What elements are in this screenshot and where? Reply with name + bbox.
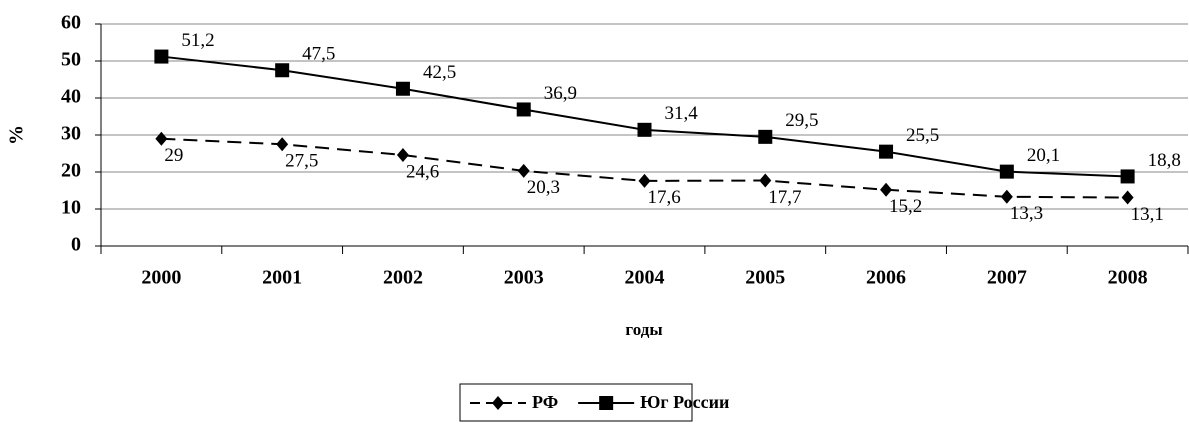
value-label: 51,2 [181,30,214,51]
x-tick-label: 2003 [504,267,544,289]
y-axis-title: % [6,125,28,145]
y-tick-label: 60 [61,12,81,34]
marker [1000,189,1013,204]
marker [396,147,409,162]
marker [758,129,773,144]
x-tick-label: 2000 [141,267,181,289]
y-tick-label: 50 [61,49,81,71]
x-tick-label: 2006 [866,267,906,289]
value-label: 36,9 [544,83,577,104]
value-label: 20,1 [1027,145,1060,166]
value-label: 17,7 [768,187,801,208]
y-tick-label: 0 [71,234,81,256]
value-label: 47,5 [302,44,335,65]
value-label: 29,5 [785,110,818,131]
x-tick-label: 2002 [383,267,423,289]
value-label: 31,4 [665,103,699,124]
legend-label: РФ [532,392,558,412]
legend-box [459,383,693,422]
value-label: 29 [164,145,183,166]
x-tick-label: 2005 [745,267,785,289]
marker [276,137,289,152]
marker [637,122,652,137]
value-label: 17,6 [648,187,681,208]
marker [1121,190,1134,205]
marker [638,173,651,188]
y-tick-label: 10 [61,197,81,219]
y-tick-label: 20 [61,160,81,182]
legend-label: Юг России [640,392,729,412]
value-label: 24,6 [406,161,439,182]
marker [879,144,894,159]
marker [880,182,893,197]
value-label: 13,3 [1010,203,1043,224]
value-label: 27,5 [285,151,318,172]
y-tick-label: 40 [61,86,81,108]
value-label: 18,8 [1148,150,1181,171]
x-axis-title: годы [625,320,662,339]
marker [395,81,410,96]
x-tick-label: 2001 [262,267,302,289]
value-label: 20,3 [527,177,560,198]
marker [599,396,614,410]
marker [155,131,168,146]
y-tick-label: 30 [61,123,81,145]
marker [516,102,531,117]
x-tick-label: 2008 [1108,267,1148,289]
marker [492,396,504,410]
value-label: 15,2 [889,196,922,217]
marker [999,164,1014,179]
marker [1120,169,1135,184]
x-tick-label: 2004 [625,267,665,289]
marker [275,63,290,78]
marker [154,49,169,64]
value-label: 25,5 [906,125,939,146]
marker [517,163,530,178]
value-label: 13,1 [1131,204,1164,225]
x-tick-label: 2007 [987,267,1027,289]
value-label: 42,5 [423,62,456,83]
marker [759,173,772,188]
